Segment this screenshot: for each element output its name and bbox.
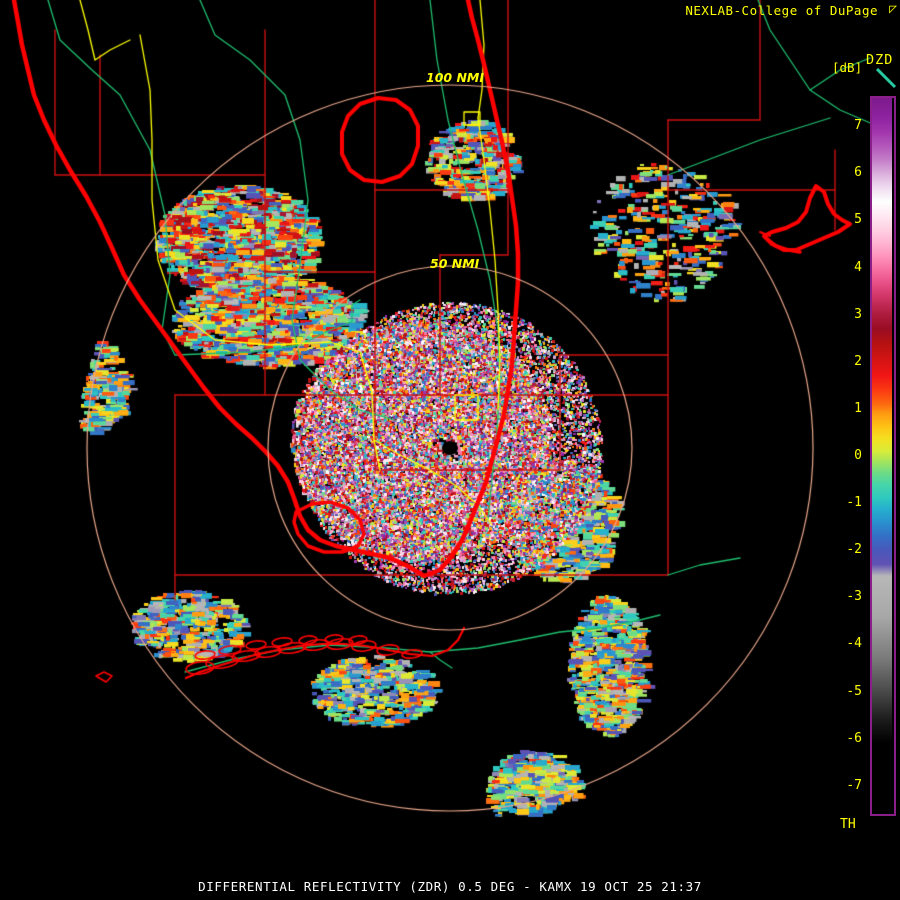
colorbar-frame bbox=[870, 96, 896, 816]
colorbar-pointer-icon bbox=[876, 68, 897, 89]
range-ring-label-100nmi: 100 NMI bbox=[426, 70, 484, 85]
colorbar-units-label: [dB] bbox=[832, 60, 863, 75]
colorbar-tick-label: 6 bbox=[854, 165, 862, 181]
colorbar-tick-label: -4 bbox=[846, 636, 862, 652]
colorbar-tick-label: 2 bbox=[854, 353, 862, 369]
product-caption: DIFFERENTIAL REFLECTIVITY (ZDR) 0.5 DEG … bbox=[198, 879, 702, 894]
colorbar-tick-label: 5 bbox=[854, 212, 862, 228]
colorbar-tick-label: -1 bbox=[846, 495, 862, 511]
colorbar-gradient bbox=[872, 98, 892, 814]
colorbar-tick-label: -5 bbox=[846, 683, 862, 699]
colorbar-threshold-label: TH bbox=[840, 816, 856, 832]
colorbar-tick-label: 7 bbox=[854, 118, 862, 134]
branding-label: NEXLAB-College of DuPage bbox=[685, 3, 878, 18]
colorbar[interactable] bbox=[870, 96, 896, 816]
colorbar-tick-label: 3 bbox=[854, 306, 862, 322]
colorbar-product-code: DZD bbox=[866, 52, 894, 68]
colorbar-tick-label: -6 bbox=[846, 730, 862, 746]
colorbar-tick-label: 1 bbox=[854, 400, 862, 416]
colorbar-tick-label: -7 bbox=[846, 777, 862, 793]
colorbar-tick-label: -3 bbox=[846, 589, 862, 605]
cod-logo-icon: ◸ bbox=[889, 2, 897, 17]
colorbar-tick-label: 0 bbox=[854, 448, 862, 463]
colorbar-tick-label: -2 bbox=[846, 542, 862, 558]
range-ring-label-50nmi: 50 NMI bbox=[430, 256, 480, 271]
colorbar-tick-label: 4 bbox=[854, 259, 862, 275]
